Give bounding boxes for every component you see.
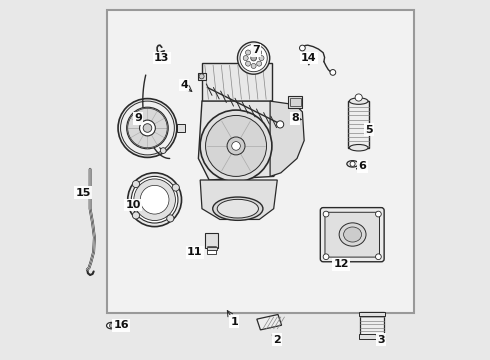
Text: 14: 14 — [301, 53, 317, 63]
Circle shape — [323, 254, 329, 260]
Polygon shape — [270, 101, 304, 176]
FancyBboxPatch shape — [325, 212, 379, 257]
Bar — [107, 10, 414, 313]
Ellipse shape — [347, 161, 358, 167]
Bar — [177, 125, 185, 132]
Text: 12: 12 — [333, 259, 349, 269]
Circle shape — [128, 173, 181, 226]
Circle shape — [245, 61, 250, 66]
Circle shape — [276, 121, 284, 128]
Circle shape — [118, 99, 177, 157]
Circle shape — [109, 323, 114, 328]
Bar — [290, 98, 300, 107]
Text: 2: 2 — [273, 334, 281, 345]
Polygon shape — [257, 315, 282, 330]
Text: 10: 10 — [125, 200, 141, 210]
Bar — [207, 247, 217, 250]
Circle shape — [243, 55, 248, 60]
Bar — [207, 249, 216, 254]
Circle shape — [132, 180, 140, 188]
Circle shape — [132, 212, 140, 219]
Text: 7: 7 — [252, 45, 260, 55]
Ellipse shape — [107, 322, 117, 329]
Circle shape — [227, 137, 245, 155]
Text: 11: 11 — [187, 247, 202, 257]
Text: 1: 1 — [230, 317, 238, 327]
Text: 5: 5 — [365, 125, 372, 135]
Ellipse shape — [213, 197, 263, 220]
Ellipse shape — [349, 98, 368, 104]
Text: 8: 8 — [292, 113, 299, 123]
Circle shape — [257, 50, 262, 55]
Text: 4: 4 — [180, 80, 188, 90]
Ellipse shape — [349, 144, 368, 151]
Text: 3: 3 — [377, 334, 385, 345]
Circle shape — [134, 179, 175, 221]
Circle shape — [126, 107, 168, 149]
Circle shape — [257, 61, 262, 66]
Circle shape — [238, 42, 270, 74]
Bar — [359, 334, 385, 338]
Bar — [205, 233, 219, 248]
Polygon shape — [200, 180, 277, 220]
Bar — [361, 312, 384, 337]
Circle shape — [240, 44, 267, 72]
Text: 13: 13 — [154, 53, 170, 63]
Circle shape — [251, 48, 256, 53]
Ellipse shape — [343, 227, 362, 242]
Text: 15: 15 — [75, 188, 91, 198]
Circle shape — [172, 184, 179, 191]
Ellipse shape — [339, 223, 366, 246]
Bar — [348, 101, 369, 148]
Text: 16: 16 — [114, 320, 129, 330]
Circle shape — [375, 211, 381, 217]
Circle shape — [259, 55, 264, 60]
Circle shape — [160, 148, 166, 153]
Text: 9: 9 — [134, 113, 142, 123]
Circle shape — [299, 45, 305, 51]
Circle shape — [143, 124, 152, 132]
Bar — [359, 312, 385, 316]
Circle shape — [350, 161, 355, 166]
Bar — [197, 73, 205, 80]
Circle shape — [375, 254, 381, 260]
Circle shape — [200, 110, 272, 182]
FancyBboxPatch shape — [320, 208, 384, 262]
Circle shape — [199, 74, 204, 79]
Circle shape — [245, 50, 250, 55]
Circle shape — [121, 101, 174, 155]
Text: 6: 6 — [359, 161, 367, 171]
Circle shape — [131, 176, 178, 223]
Circle shape — [140, 185, 169, 214]
Circle shape — [355, 94, 362, 101]
Bar — [288, 96, 302, 108]
Circle shape — [140, 120, 155, 136]
Circle shape — [323, 211, 329, 217]
Circle shape — [232, 141, 240, 150]
Polygon shape — [198, 101, 286, 180]
Circle shape — [205, 116, 267, 176]
Circle shape — [251, 63, 256, 68]
Bar — [202, 63, 272, 101]
Ellipse shape — [217, 199, 258, 218]
Circle shape — [330, 69, 336, 75]
Circle shape — [251, 55, 256, 61]
Circle shape — [167, 215, 174, 222]
